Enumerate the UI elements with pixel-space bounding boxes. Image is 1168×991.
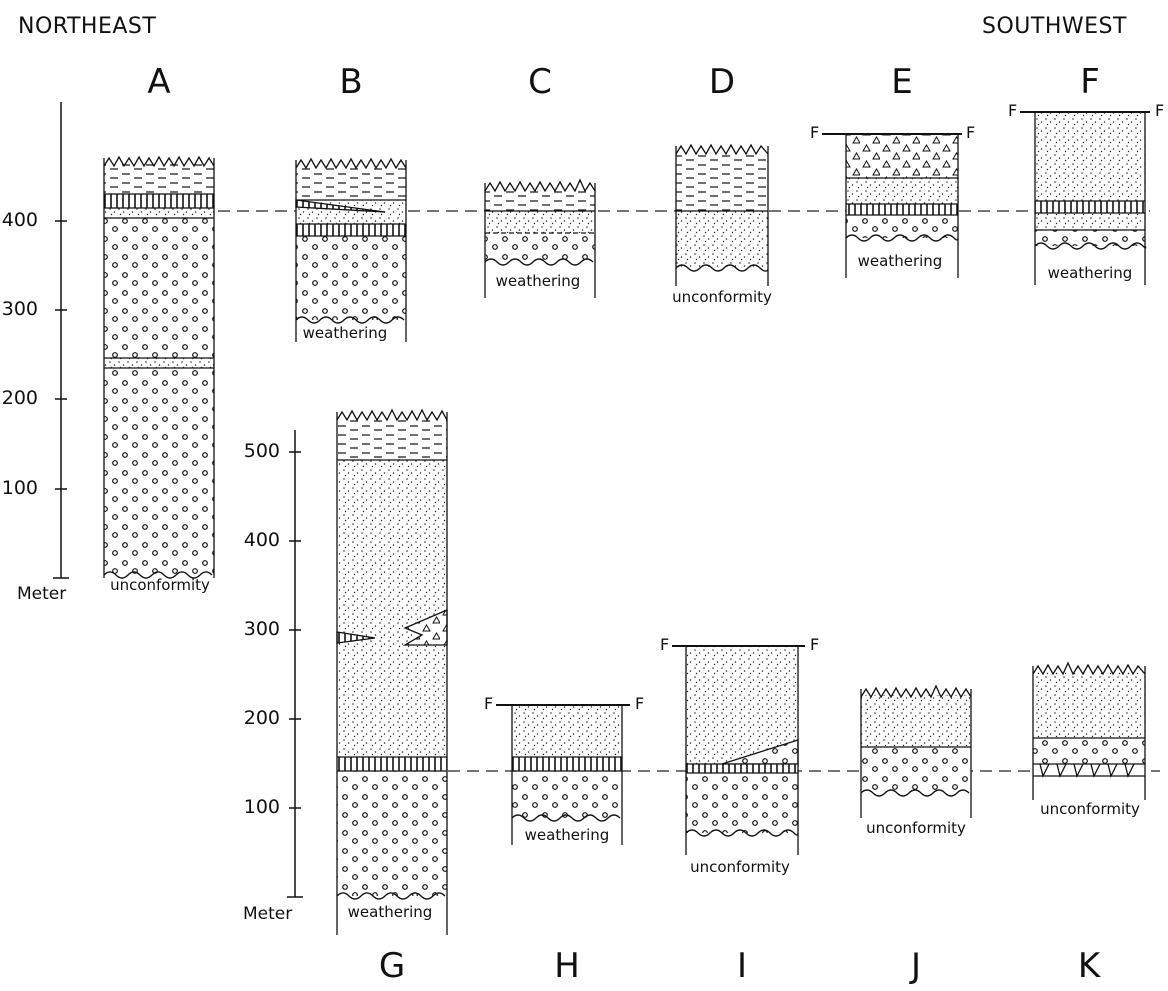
scale-bottom-tick-500: 500 [243, 440, 280, 462]
note-j: unconformity [866, 819, 966, 837]
column-label-i: I [736, 946, 748, 986]
scale-top-tick-300: 300 [1, 298, 38, 320]
column-g [336, 408, 448, 935]
fault-mark-i-left: F [660, 635, 670, 654]
note-k: unconformity [1040, 800, 1140, 818]
column-h [496, 704, 630, 845]
scale-top-unit: Meter [17, 584, 67, 604]
direction-label-left: NORTHEAST [18, 14, 157, 39]
fault-mark-e-right: F [966, 123, 976, 142]
scale-bottom-tick-400: 400 [243, 529, 280, 551]
note-f: weathering [1047, 264, 1133, 282]
column-b [295, 157, 407, 342]
scale-top-tick-100: 100 [1, 477, 38, 499]
column-a [103, 155, 215, 579]
note-g: weathering [347, 903, 433, 921]
column-label-h: H [554, 946, 580, 986]
column-label-c: C [528, 62, 552, 102]
scale-bottom-tick-200: 200 [243, 707, 280, 729]
column-label-a: A [147, 62, 171, 102]
scale-top-tick-200: 200 [1, 387, 38, 409]
direction-label-right: SOUTHWEST [982, 14, 1127, 39]
scale-bottom-tick-100: 100 [243, 796, 280, 818]
fault-mark-h-left: F [484, 694, 494, 713]
scale-top-tick-400: 400 [1, 209, 38, 231]
fault-mark-f-right: F [1155, 101, 1165, 120]
note-e: weathering [857, 252, 943, 270]
column-j [860, 684, 972, 818]
note-i: unconformity [690, 858, 790, 876]
column-label-e: E [891, 62, 913, 102]
column-label-f: F [1080, 62, 1100, 102]
fault-mark-i-right: F [810, 635, 820, 654]
column-label-b: B [339, 62, 363, 102]
scale-bar-bottom [287, 430, 303, 898]
column-f [1020, 111, 1150, 285]
column-label-d: D [708, 62, 736, 102]
note-c: weathering [495, 272, 581, 290]
fault-mark-e-left: F [810, 123, 820, 142]
column-c [484, 178, 596, 298]
scale-bottom-tick-300: 300 [243, 618, 280, 640]
column-label-j: J [910, 946, 922, 986]
column-e [822, 133, 962, 278]
note-h: weathering [524, 826, 610, 844]
note-b: weathering [302, 324, 388, 342]
note-a: unconformity [110, 576, 210, 594]
fault-mark-h-right: F [635, 694, 645, 713]
fault-mark-f-left: F [1008, 101, 1018, 120]
scale-bar-top [53, 102, 69, 579]
column-i [672, 645, 805, 855]
note-d: unconformity [672, 288, 772, 306]
column-d [675, 143, 769, 286]
column-label-g: G [378, 946, 406, 986]
column-label-k: K [1077, 946, 1101, 986]
column-k [1032, 661, 1146, 800]
scale-bottom-unit: Meter [243, 904, 293, 924]
